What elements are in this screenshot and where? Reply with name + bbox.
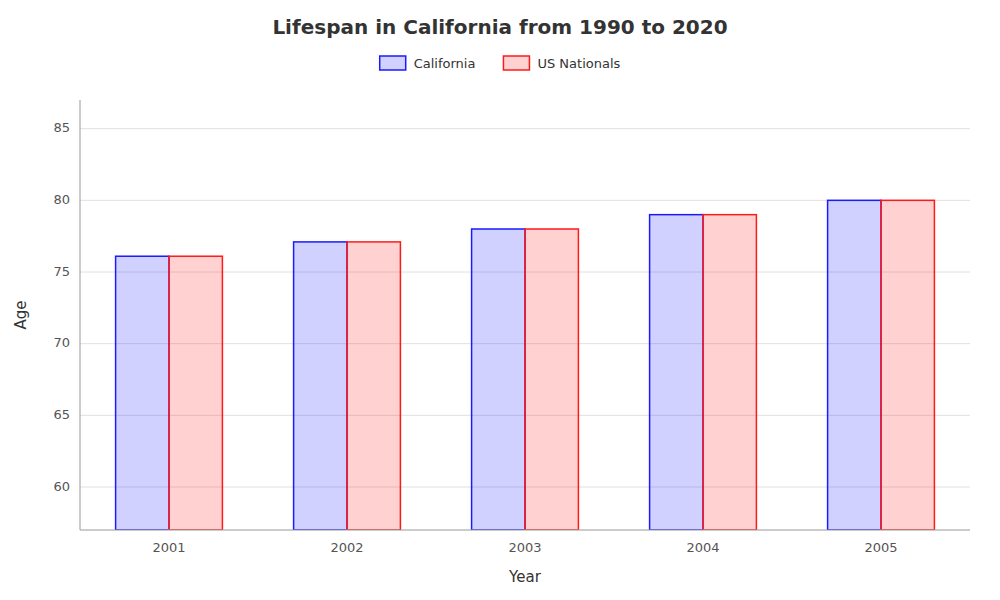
- bars: [116, 200, 935, 530]
- y-tick-label: 80: [53, 192, 70, 207]
- bar: [347, 242, 400, 530]
- y-tick-label: 75: [53, 264, 70, 279]
- x-tick-label: 2001: [152, 540, 185, 555]
- bar: [169, 256, 222, 530]
- legend-item: California: [380, 56, 476, 71]
- legend-swatch: [380, 56, 406, 70]
- bar: [472, 229, 525, 530]
- x-axis-label: Year: [508, 568, 542, 586]
- y-tick-label: 65: [53, 407, 70, 422]
- page: {"chart_data": {"type": "bar", "title": …: [0, 0, 1000, 600]
- bar: [881, 200, 934, 530]
- legend-item: US Nationals: [503, 56, 620, 71]
- y-axis-line: [80, 100, 81, 530]
- y-tick-label: 70: [53, 335, 70, 350]
- x-tick-label: 2003: [508, 540, 541, 555]
- x-tick-label: 2004: [686, 540, 719, 555]
- bar: [828, 200, 881, 530]
- y-tick-label: 60: [53, 479, 70, 494]
- bar: [525, 229, 578, 530]
- y-tick-label: 85: [53, 120, 70, 135]
- chart-svg: Lifespan in California from 1990 to 2020…: [0, 0, 1000, 600]
- legend-swatch: [503, 56, 529, 70]
- legend-label: California: [414, 56, 476, 71]
- bar: [116, 256, 169, 530]
- bar: [294, 242, 347, 530]
- chart-title: Lifespan in California from 1990 to 2020: [272, 15, 727, 39]
- x-tick-label: 2002: [330, 540, 363, 555]
- grid-line: [80, 128, 970, 129]
- x-tick-label: 2005: [864, 540, 897, 555]
- chart-container: Lifespan in California from 1990 to 2020…: [0, 0, 1000, 600]
- bar: [703, 215, 756, 530]
- bar: [650, 215, 703, 530]
- legend: California US Nationals: [380, 56, 621, 71]
- x-axis-line: [80, 530, 970, 531]
- legend-label: US Nationals: [537, 56, 620, 71]
- y-axis-label: Age: [12, 300, 30, 329]
